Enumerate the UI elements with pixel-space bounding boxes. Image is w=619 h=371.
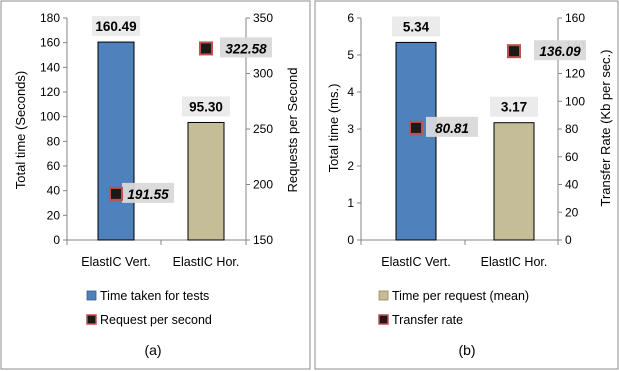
legend-entry-request-per-second: Request per second [100, 313, 212, 327]
chart-a-right-tick-label: 150 [253, 233, 273, 247]
chart-b-marker-value-label: 80.81 [435, 121, 469, 136]
legend-entry-transfer-rate: Transfer rate [392, 313, 463, 327]
chart-a-marker-label-bg [122, 182, 174, 203]
chart-b-right-tick-label: 40 [565, 178, 579, 192]
chart-b-bar-label-bg [490, 96, 538, 117]
legend-swatch-request-per-second [86, 314, 97, 325]
chart-b-left-axis-label: Total time (ms.) [326, 84, 341, 173]
chart-a-right-axis-label: Requests per Second [285, 67, 300, 192]
chart-b: 0123456020406080100120140160ElastIC Vert… [347, 11, 586, 269]
chart-b-left-tick-label: 3 [347, 122, 354, 136]
chart-a-right-tick-label: 200 [253, 178, 273, 192]
legend-swatch-transfer-rate [378, 314, 389, 325]
chart-a-left-axis-label: Total time (Seconds) [13, 71, 28, 190]
chart-a-marker [199, 41, 213, 56]
chart-b-bar-label-bg [392, 16, 440, 37]
legend-entry-time-per-request: Time per request (mean) [392, 289, 529, 303]
chart-b-bar-value-label: 3.17 [501, 100, 527, 115]
chart-b-right-tick-label: 0 [565, 233, 572, 247]
chart-b-marker [507, 44, 521, 59]
panel-b: 0123456020406080100120140160ElastIC Vert… [314, 0, 619, 370]
chart-a-bar-value-label: 95.30 [189, 99, 223, 114]
chart-b-left-tick-label: 0 [347, 233, 354, 247]
chart-b-marker-label-bg [534, 40, 586, 61]
chart-a-left-tick-label: 40 [47, 184, 61, 198]
chart-b-left-tick-label: 6 [347, 11, 354, 25]
chart-b-left-tick-label: 4 [347, 85, 354, 99]
legend-swatch-time-taken [86, 290, 97, 301]
chart-a-left-tick-label: 180 [40, 11, 60, 25]
chart-b-category-label: ElastIC Vert. [381, 255, 450, 269]
chart-b-left-tick-label: 5 [347, 48, 354, 62]
chart-a-marker [109, 186, 123, 201]
chart-a-left-tick-label: 80 [47, 134, 61, 148]
chart-b-marker-label-bg [426, 116, 478, 137]
panel-a: 0 20 40 60 80 100 120 140 160 180 150 200 250 300 350 E… [0, 0, 311, 370]
chart-a-marker-label-bg [220, 37, 272, 58]
chart-a-right-tick-label: 350 [253, 11, 273, 25]
chart-a: 0 20 40 60 80 100 120 140 160 180 150 200 250 300 350 E… [40, 11, 273, 269]
chart-b-marker-value-label: 136.09 [539, 44, 581, 59]
chart-b-right-tick-label: 120 [565, 67, 585, 81]
chart-a-bar-label-bg [182, 96, 230, 117]
chart-a-right-tick-label: 250 [253, 122, 273, 136]
chart-b-bar [493, 122, 535, 241]
chart-a-legend: Time taken for tests Request per second [86, 289, 212, 327]
legend-swatch-time-per-request [378, 290, 389, 301]
chart-a-left-tick-label: 160 [40, 36, 60, 50]
chart-b-right-tick-label: 60 [565, 150, 579, 164]
chart-b-left-tick-label: 1 [347, 196, 354, 210]
chart-b-right-axis-label: Transfer Rate (Kb per sec.) [598, 49, 613, 206]
chart-b-bar-value-label: 5.34 [403, 19, 430, 34]
chart-b-left-tick-label: 2 [347, 159, 354, 173]
panel-b-frame [314, 0, 619, 370]
caption-b: (b) [458, 342, 475, 358]
legend-entry-time-taken: Time taken for tests [100, 289, 209, 303]
chart-a-left-tick-label: 0 [53, 233, 60, 247]
chart-a-bar-value-label: 160.49 [95, 19, 136, 34]
chart-b-right-tick-label: 20 [565, 205, 579, 219]
chart-a-bar [187, 121, 225, 241]
chart-a-bar [97, 41, 135, 241]
chart-a-category-label: ElastIC Vert. [81, 255, 150, 269]
chart-a-category-label: ElastIC Hor. [173, 255, 240, 269]
chart-a-right-tick-label: 300 [253, 67, 273, 81]
chart-b-right-tick-label: 80 [565, 122, 579, 136]
chart-a-bar-label-bg [92, 16, 140, 37]
chart-a-left-tick-label: 60 [47, 159, 61, 173]
chart-b-bar [395, 41, 437, 241]
chart-b-right-tick-label: 160 [565, 11, 585, 25]
chart-b-right-tick-label: 100 [565, 94, 585, 108]
chart-a-left-tick-label: 20 [47, 208, 61, 222]
chart-a-left-tick-label: 100 [40, 110, 60, 124]
chart-b-marker [409, 120, 423, 135]
chart-a-left-tick-label: 140 [40, 60, 60, 74]
chart-a-left-tick-label: 120 [40, 85, 60, 99]
chart-a-marker-value-label: 191.55 [127, 187, 169, 202]
chart-b-category-label: ElastIC Hor. [481, 255, 548, 269]
chart-b-legend: Time per request (mean) Transfer rate [378, 289, 529, 327]
chart-a-marker-value-label: 322.58 [225, 41, 267, 56]
caption-a: (a) [144, 342, 161, 358]
